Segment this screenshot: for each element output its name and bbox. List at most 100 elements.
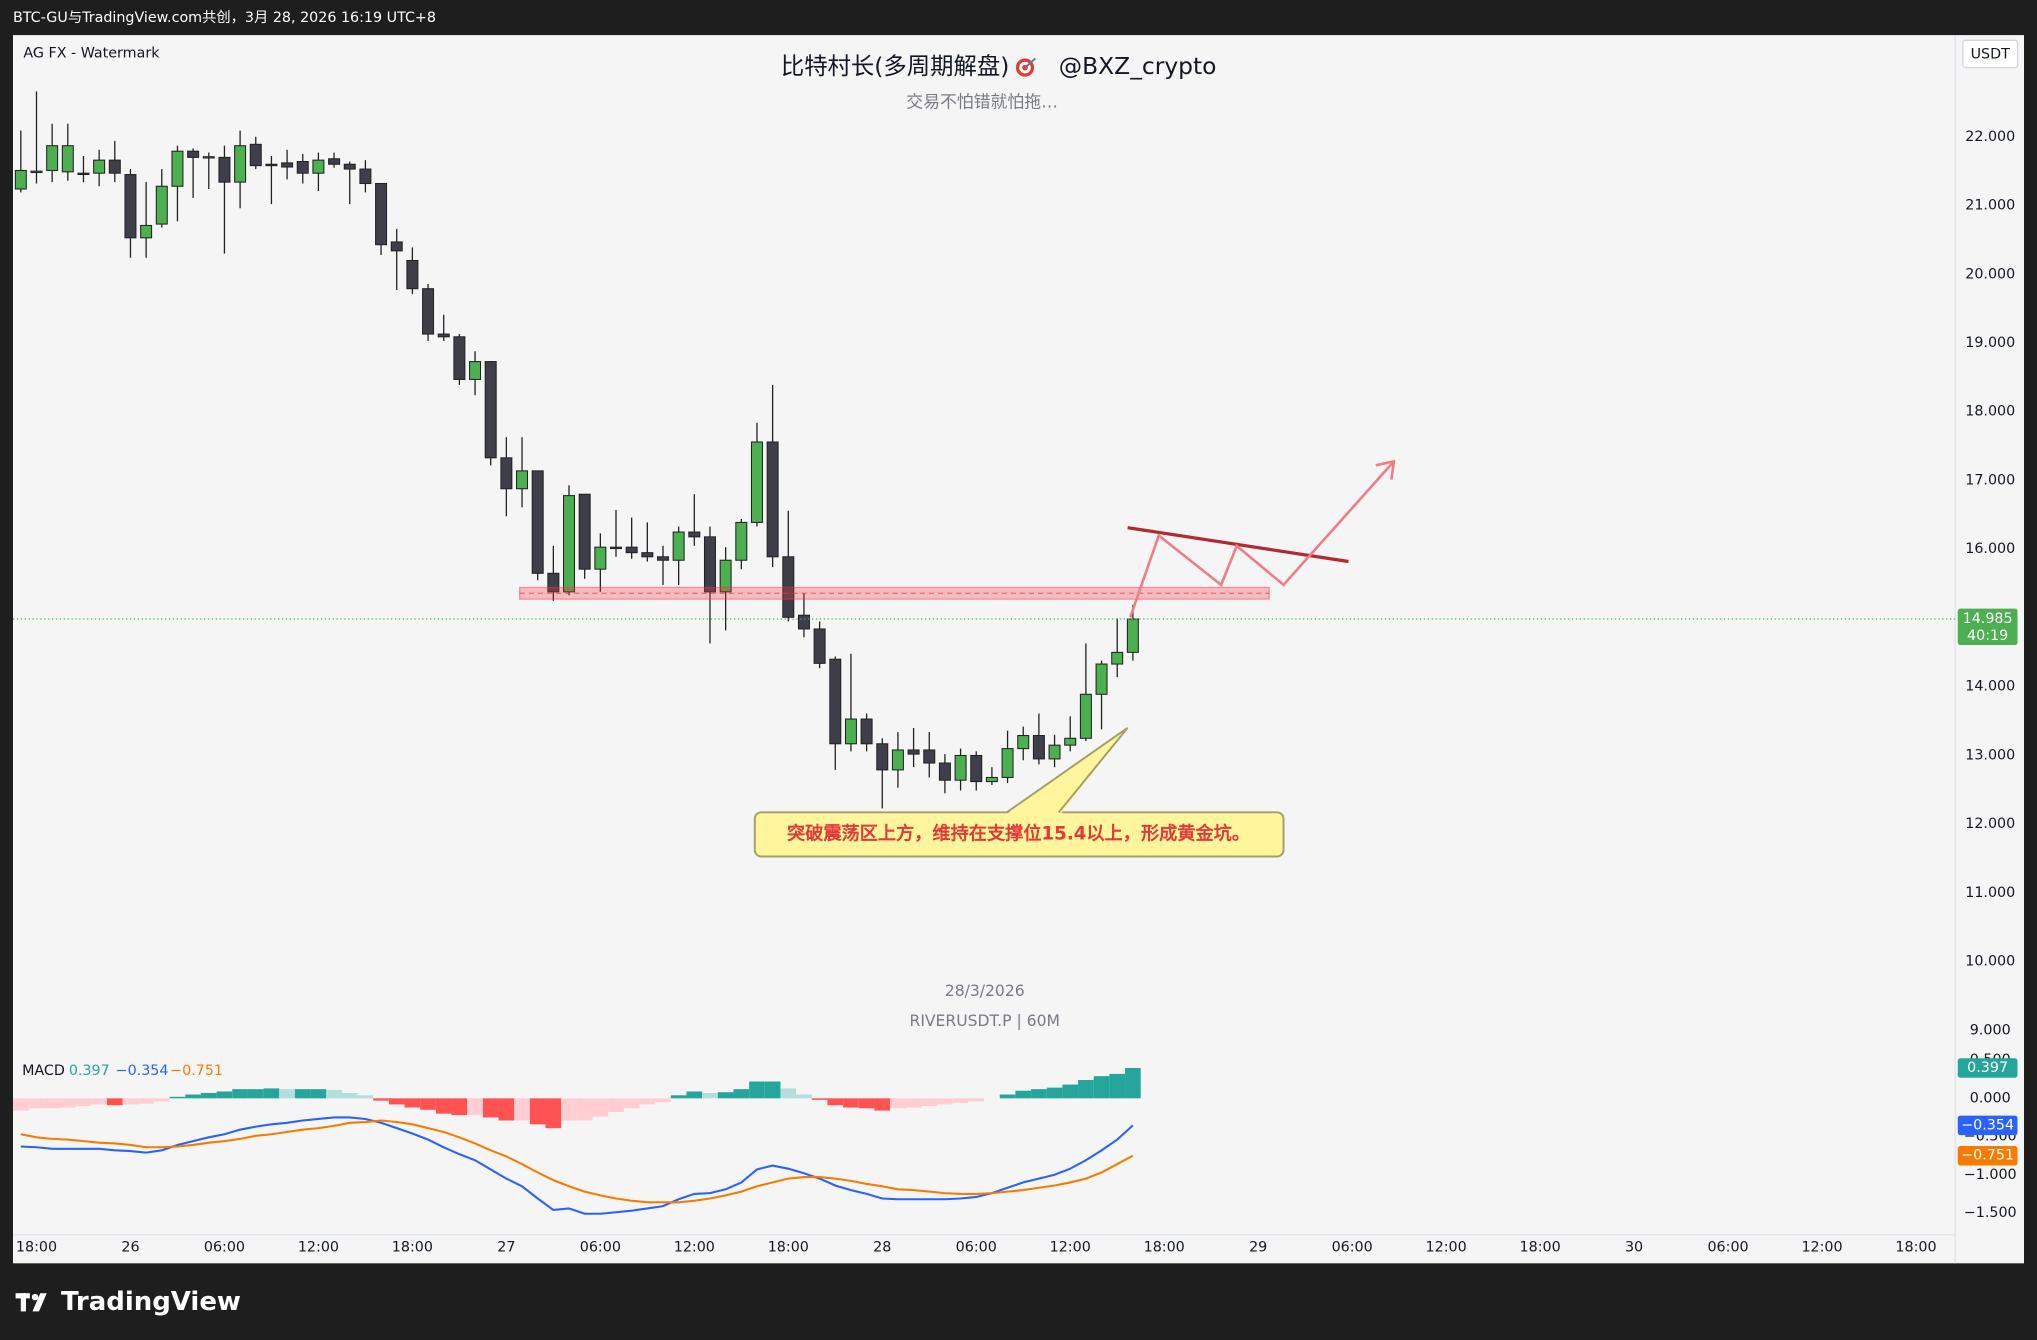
x-tick-label: 12:00 bbox=[1426, 1240, 1467, 1256]
candle-body bbox=[93, 159, 106, 174]
histogram-bar bbox=[874, 1098, 891, 1111]
histogram-bar bbox=[811, 1098, 828, 1100]
candle-body bbox=[140, 224, 153, 239]
signal-last-box bbox=[1957, 1145, 2018, 1166]
histogram-bar bbox=[185, 1094, 201, 1099]
candle-body bbox=[343, 163, 356, 170]
histogram-bar bbox=[279, 1089, 295, 1099]
histogram-bar bbox=[435, 1098, 452, 1114]
histogram-bar bbox=[28, 1098, 45, 1109]
histogram-bar bbox=[827, 1098, 844, 1106]
histogram-bar bbox=[529, 1098, 546, 1125]
last-price-box bbox=[1957, 608, 2018, 646]
x-tick-label: 12:00 bbox=[298, 1240, 339, 1256]
histogram-bar bbox=[247, 1089, 264, 1099]
histogram-bar bbox=[576, 1098, 593, 1121]
histogram-bar bbox=[12, 1098, 29, 1111]
target-icon bbox=[1015, 57, 1037, 77]
x-tick-label: 29 bbox=[1249, 1240, 1267, 1256]
histogram-bar bbox=[169, 1096, 186, 1099]
signal-line bbox=[20, 1119, 1134, 1204]
histogram-bar bbox=[764, 1081, 781, 1099]
plot: 18:00 26 06:00 12:00 18:00 27 06:00 12:00 18:00 2… bbox=[12, 91, 2018, 1256]
histogram-last-box bbox=[1957, 1058, 2018, 1078]
histogram-bar bbox=[200, 1092, 217, 1099]
histogram-bar bbox=[467, 1098, 483, 1116]
currency-box[interactable] bbox=[1962, 39, 2019, 69]
date: 28/3/2026 bbox=[945, 982, 1025, 1000]
candle-body bbox=[281, 162, 294, 168]
histogram-bar bbox=[905, 1098, 922, 1108]
histogram-bar bbox=[44, 1098, 60, 1109]
candle-body bbox=[656, 556, 669, 561]
histogram-bar bbox=[921, 1098, 938, 1106]
histogram-bar bbox=[717, 1092, 734, 1099]
histogram-bar bbox=[404, 1098, 421, 1108]
y-tick-label: 13.000 bbox=[1965, 747, 2015, 763]
candle-body bbox=[954, 754, 967, 781]
candle-body bbox=[375, 182, 388, 246]
candle-body bbox=[688, 531, 701, 538]
histogram-bar bbox=[232, 1089, 248, 1099]
histogram-bar bbox=[1109, 1073, 1126, 1099]
histogram-bar bbox=[420, 1098, 436, 1110]
x-tick-label: 27 bbox=[497, 1240, 515, 1256]
y-tick-label: 10.000 bbox=[1965, 954, 2015, 970]
candle-body bbox=[1001, 748, 1014, 778]
candle-body bbox=[422, 288, 435, 335]
x-tick-label: 06:00 bbox=[204, 1240, 245, 1256]
candle-body bbox=[923, 749, 936, 764]
candle-body bbox=[124, 174, 137, 239]
y-tick-label: 16.000 bbox=[1965, 541, 2015, 557]
histogram-bar bbox=[1015, 1090, 1032, 1099]
histogram-bar bbox=[968, 1098, 985, 1102]
histogram-bar bbox=[388, 1098, 405, 1105]
histogram-bar bbox=[75, 1098, 92, 1106]
x-tick-label: 06:00 bbox=[1707, 1240, 1748, 1256]
candle-body bbox=[750, 441, 763, 523]
candle-body bbox=[1032, 735, 1045, 760]
macd-last-label: −0.354 bbox=[1961, 1117, 2014, 1133]
candle-body bbox=[703, 536, 716, 593]
candle-body bbox=[469, 361, 482, 380]
candle-body bbox=[563, 495, 576, 593]
candle-body bbox=[406, 259, 419, 290]
histogram-bar bbox=[59, 1098, 76, 1108]
y-tick-label: 9.000 bbox=[1970, 1022, 2011, 1038]
trend-line[interactable] bbox=[1127, 526, 1349, 564]
histogram-bar bbox=[138, 1098, 154, 1104]
candle-body bbox=[782, 556, 795, 618]
title: 比特村长(多周期解盘) bbox=[781, 52, 1010, 80]
y-tick-label: 14.000 bbox=[1965, 679, 2015, 695]
histogram-bar bbox=[1125, 1067, 1141, 1099]
histogram-bar bbox=[153, 1098, 170, 1102]
histogram-bar bbox=[702, 1092, 718, 1099]
macd-legend-title: MACD bbox=[22, 1063, 65, 1079]
candle-body bbox=[312, 159, 325, 174]
candle-body bbox=[484, 361, 497, 459]
candle-body bbox=[249, 143, 262, 167]
macd-legend-signal: −0.751 bbox=[170, 1063, 223, 1079]
candle-body bbox=[547, 572, 560, 593]
candle-body bbox=[531, 470, 544, 574]
watermark: AG FX - Watermark bbox=[23, 45, 160, 61]
logo-text[interactable]: TradingView bbox=[61, 1287, 241, 1317]
candle-body bbox=[938, 762, 951, 781]
candle-body bbox=[610, 546, 623, 550]
x-tick-label: 18:00 bbox=[16, 1240, 57, 1256]
attribution: BTC-GU与TradingView.com共创，3月 28, 2026 16:… bbox=[13, 9, 436, 26]
x-tick-label: 18:00 bbox=[768, 1240, 809, 1256]
candle-body bbox=[61, 145, 74, 173]
histogram-bar bbox=[263, 1088, 280, 1099]
x-tick-label: 28 bbox=[873, 1240, 891, 1256]
x-tick-label: 06:00 bbox=[956, 1240, 997, 1256]
candle-body bbox=[359, 168, 372, 185]
y-tick-label: 22.000 bbox=[1965, 129, 2015, 145]
currency[interactable]: USDT bbox=[1971, 47, 2011, 63]
candle-body bbox=[844, 718, 857, 745]
y-tick-label: 18.000 bbox=[1965, 404, 2015, 420]
histogram-bar bbox=[310, 1089, 327, 1099]
projection-path[interactable] bbox=[1128, 460, 1395, 618]
histogram-bar bbox=[216, 1091, 233, 1099]
